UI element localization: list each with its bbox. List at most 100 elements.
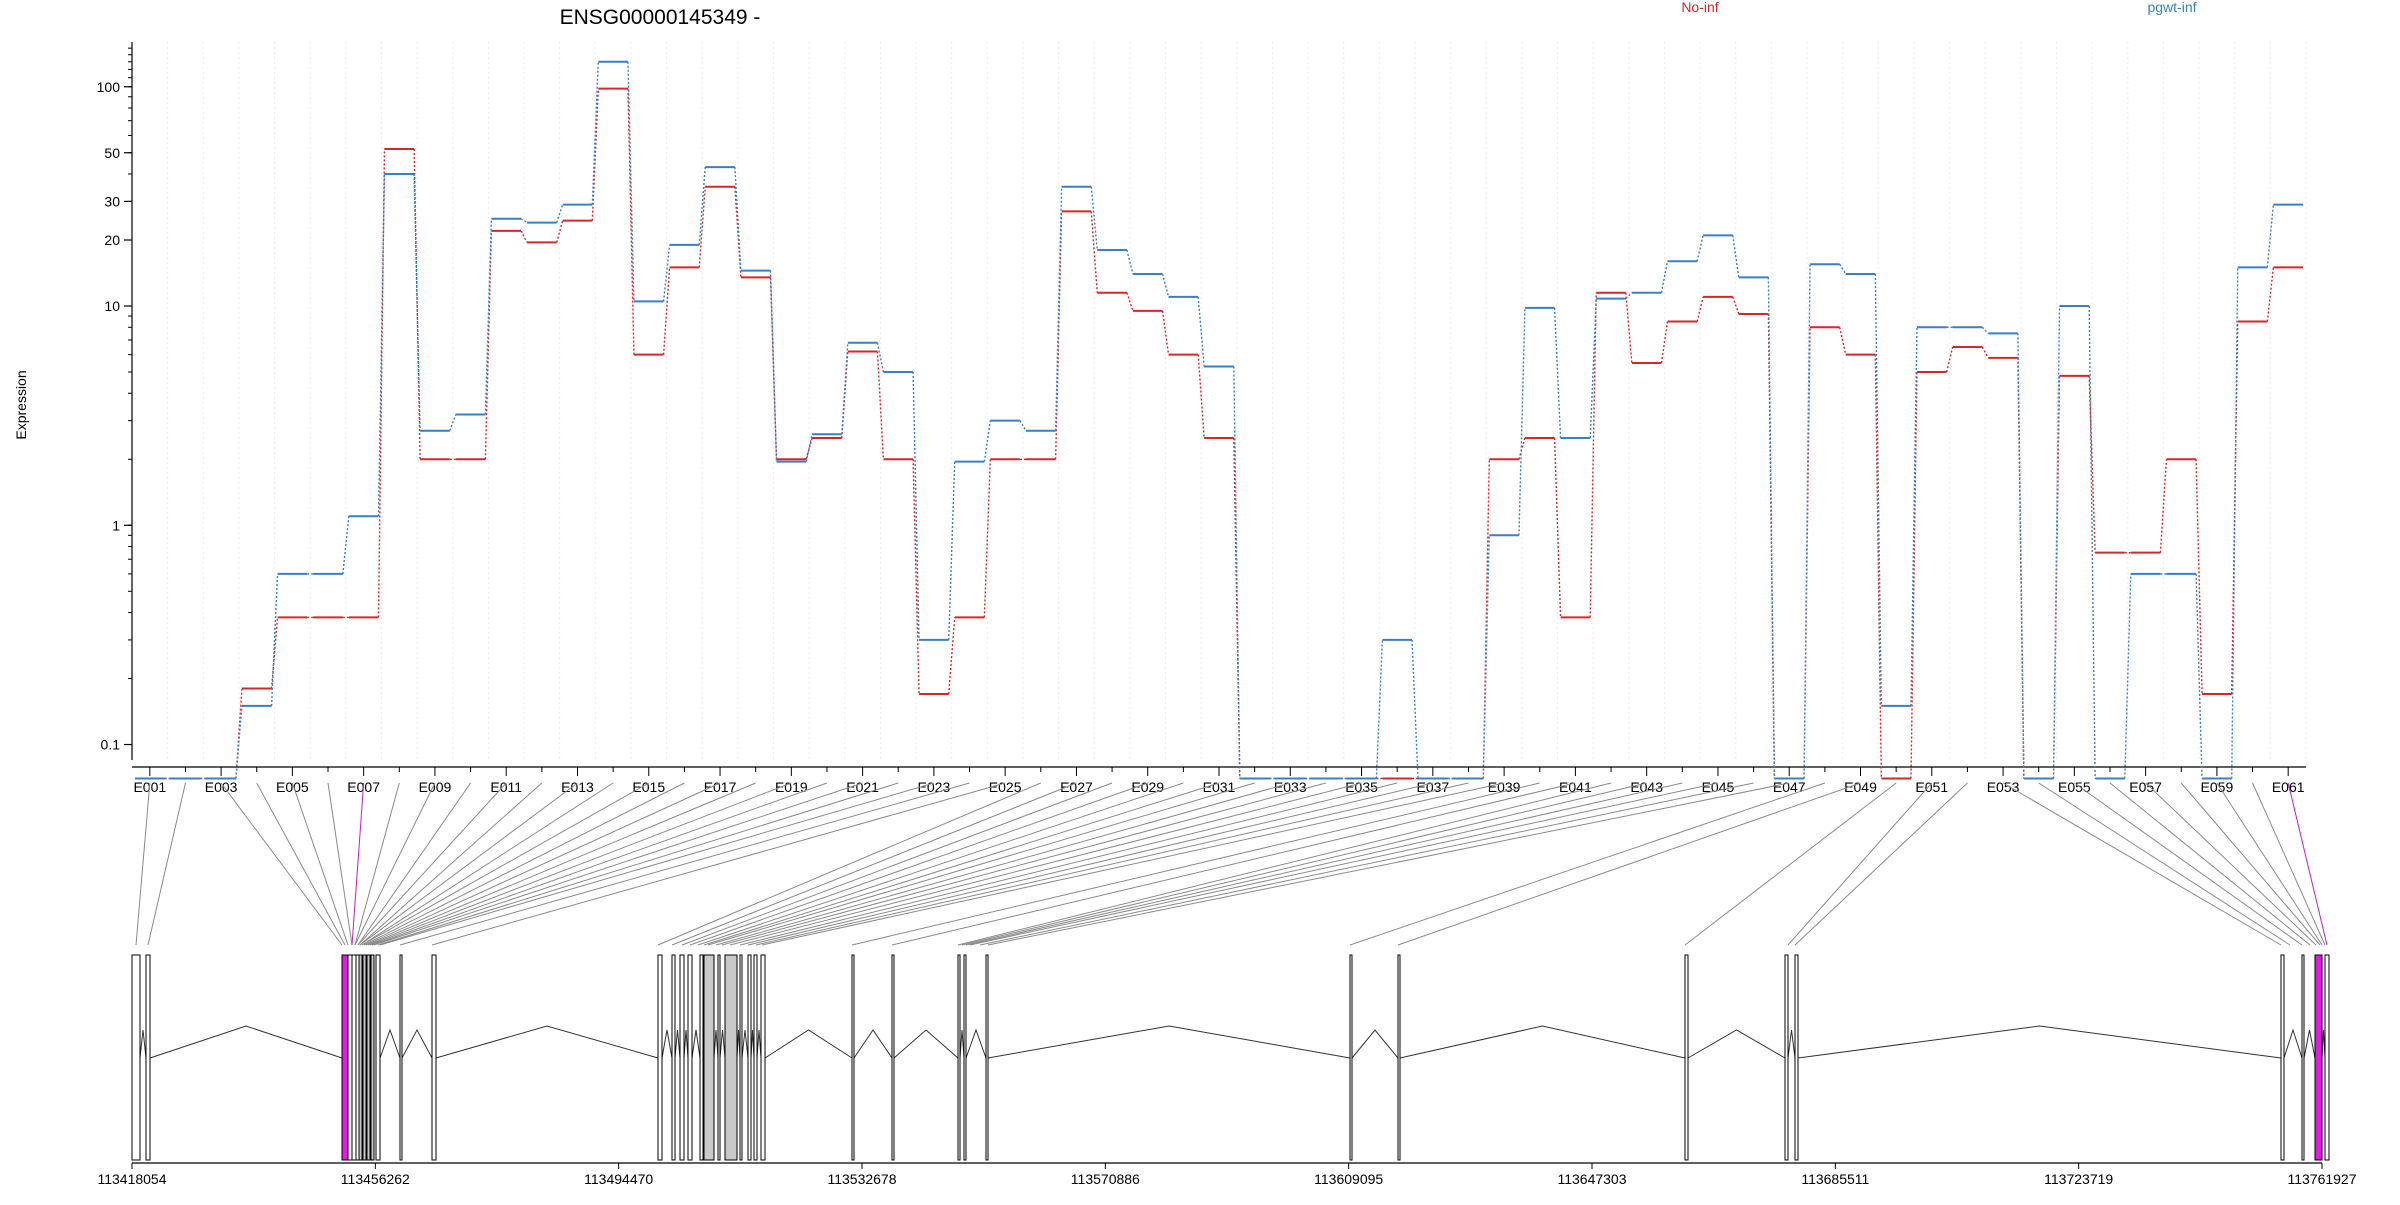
- series-join: [484, 218, 493, 415]
- genome-tick-label: 113418054: [97, 1171, 166, 1187]
- connector-line: [715, 782, 1291, 946]
- series-join: [1090, 186, 1098, 251]
- series-join: [1553, 437, 1562, 618]
- genome-tick-label: 113570886: [1071, 1171, 1140, 1187]
- series-lines: [135, 60, 2303, 780]
- connector-line: [1787, 782, 1933, 946]
- series-join: [948, 461, 956, 640]
- series-pgwt-inf: [135, 60, 2303, 780]
- series-join: [2088, 375, 2096, 553]
- exon-box: [985, 954, 989, 1161]
- series-join: [698, 186, 706, 268]
- exon-box: [891, 954, 895, 1161]
- x-tick-label: E019: [775, 779, 808, 795]
- intron-line: [691, 1029, 701, 1059]
- x-tick-label: E055: [2058, 779, 2091, 795]
- series-join: [1696, 296, 1704, 322]
- series-join: [520, 218, 528, 224]
- series-join: [948, 617, 956, 695]
- series-join: [1126, 292, 1134, 312]
- series-join: [2195, 459, 2203, 695]
- x-tick-label: E049: [1844, 779, 1877, 795]
- series-join: [1233, 366, 1241, 779]
- exon-box: [351, 954, 357, 1161]
- connector-line: [256, 782, 346, 946]
- connector-line: [354, 782, 436, 946]
- connector-line: [367, 782, 756, 946]
- series-join: [1910, 327, 1918, 706]
- exon-box: [362, 954, 367, 1161]
- y-tick-label: 20: [104, 232, 120, 248]
- gene-model: [131, 954, 2330, 1161]
- exon-box: [724, 954, 738, 1161]
- intron-line: [1351, 1029, 1399, 1059]
- connector-line: [359, 782, 543, 946]
- exon-connector-lines: [135, 782, 2328, 946]
- connector-line: [729, 782, 1362, 946]
- series-join: [2052, 306, 2061, 779]
- connector-line: [2038, 782, 2291, 946]
- x-tick-label: E005: [276, 779, 309, 795]
- series-join: [1625, 292, 1633, 300]
- exon-box: [2301, 954, 2305, 1161]
- x-tick-label: E015: [632, 779, 665, 795]
- x-tick-label: E039: [1488, 779, 1521, 795]
- connector-line: [957, 782, 1612, 946]
- genome-tick-label: 113532678: [827, 1171, 896, 1187]
- series-join: [2088, 306, 2096, 779]
- connector-line: [1794, 782, 1968, 946]
- exon-box: [703, 954, 715, 1161]
- intron-line: [713, 1029, 719, 1059]
- genome-tick-label: 113685511: [1801, 1171, 1869, 1187]
- series-join: [1660, 261, 1669, 293]
- intron-line: [379, 1028, 401, 1059]
- series-join: [1589, 298, 1597, 439]
- intron-line: [959, 1029, 965, 1059]
- connector-line: [135, 782, 151, 946]
- exon-box: [753, 954, 758, 1161]
- exon-box: [747, 954, 752, 1161]
- intron-line: [1687, 1029, 1786, 1059]
- intron-line: [741, 1029, 749, 1059]
- intron-line: [2283, 1028, 2303, 1059]
- x-tick-label: E043: [1630, 779, 1663, 795]
- connector-line: [377, 782, 899, 946]
- connector-line: [361, 782, 650, 946]
- series-join: [1375, 639, 1384, 779]
- exon-box: [2280, 954, 2285, 1161]
- series-join: [1233, 438, 1241, 779]
- series-join: [627, 88, 635, 355]
- x-tick-label: E013: [561, 779, 594, 795]
- exon-box: [1794, 954, 1799, 1161]
- connector-line: [2145, 782, 2317, 946]
- genome-tick-label: 113456262: [341, 1171, 410, 1187]
- connector-line: [969, 782, 1719, 946]
- genome-tick-label: 113647303: [1557, 1171, 1626, 1187]
- intron-line: [719, 1029, 726, 1059]
- x-tick-label: E059: [2201, 779, 2234, 795]
- exon-box: [687, 954, 693, 1161]
- series-join: [1981, 326, 1989, 334]
- x-tick-label: E009: [419, 779, 452, 795]
- exon-box: [347, 954, 353, 1161]
- exon-box: [375, 954, 381, 1161]
- y-tick-label: 1: [112, 517, 120, 533]
- intron-line: [893, 1029, 959, 1059]
- connector-line: [761, 782, 1505, 946]
- x-tick-label: E061: [2272, 779, 2305, 795]
- exon-box: [131, 954, 141, 1161]
- x-tick-label: E041: [1559, 779, 1592, 795]
- genome-coordinate-axis: 113418054 113456262 113494470 113532678 1135…: [97, 1162, 2357, 1187]
- connector-line: [2287, 782, 2328, 946]
- exon-box: [657, 954, 663, 1161]
- connector-line: [365, 782, 721, 946]
- connector-line: [373, 782, 863, 946]
- genome-tick-label: 113761927: [2287, 1171, 2356, 1187]
- connector-line: [703, 782, 1220, 946]
- exon-box: [399, 954, 403, 1161]
- series-join: [413, 173, 421, 431]
- series-join: [1411, 639, 1419, 779]
- exon-box: [671, 954, 676, 1161]
- intron-line: [764, 1029, 853, 1059]
- connector-line: [961, 782, 1647, 946]
